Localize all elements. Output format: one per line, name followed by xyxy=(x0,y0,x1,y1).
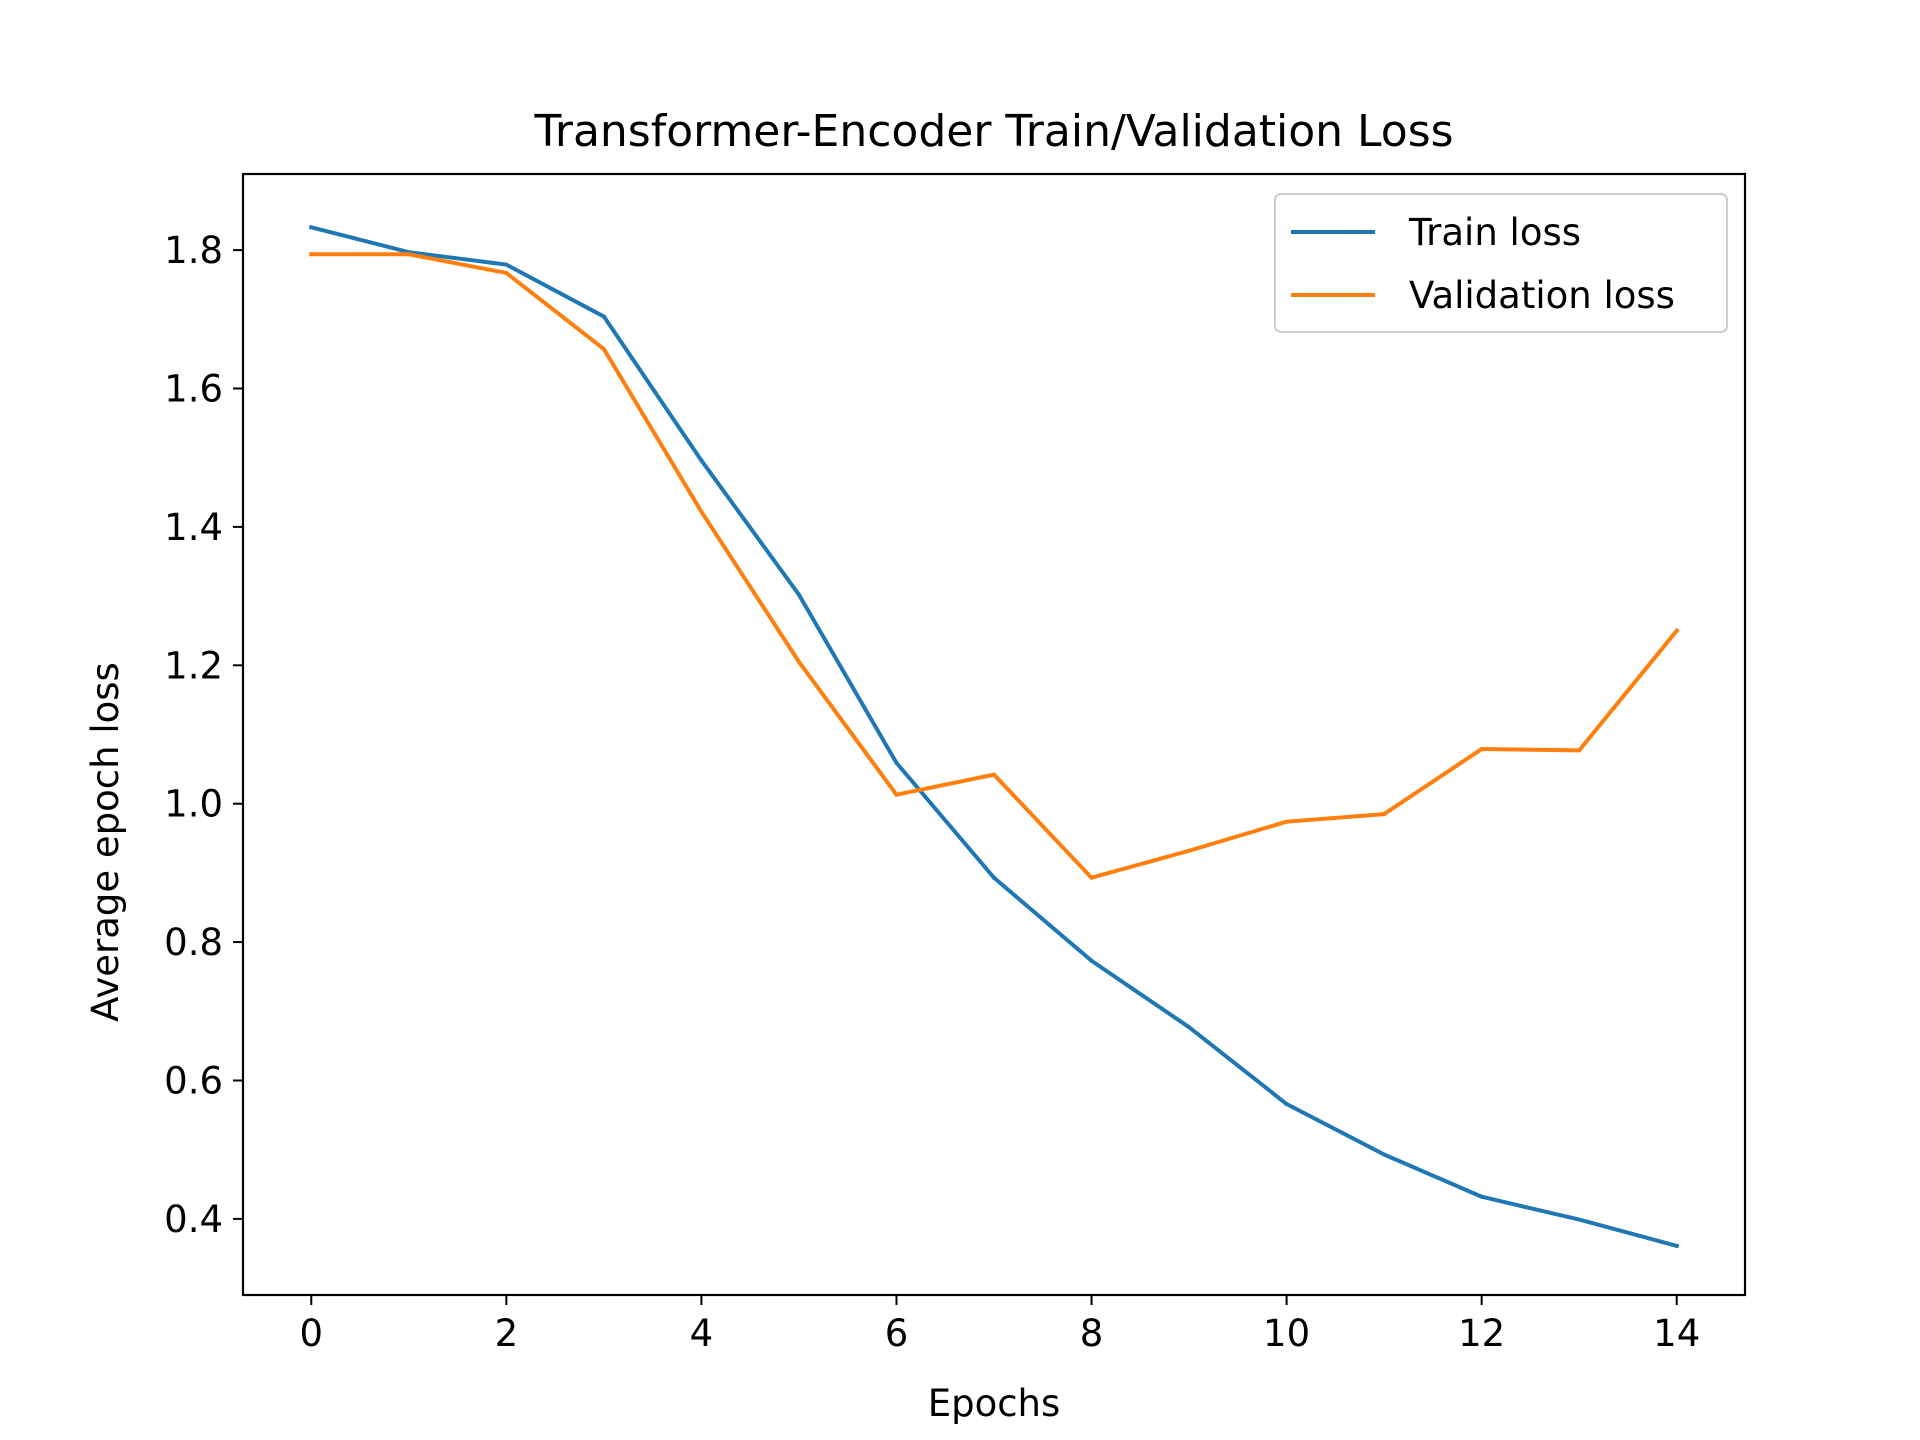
y-tick-label: 1.6 xyxy=(164,368,223,411)
x-tick-label: 4 xyxy=(690,1312,714,1355)
data-point-validation-loss xyxy=(1577,748,1582,753)
y-tick-label: 0.6 xyxy=(164,1059,223,1102)
x-tick-label: 2 xyxy=(495,1312,519,1355)
axes-frame xyxy=(241,172,1747,1297)
x-tick-label: 10 xyxy=(1263,1312,1310,1355)
data-point-train-loss xyxy=(1089,958,1094,963)
plot-area xyxy=(241,172,1747,1297)
x-tick-label: 8 xyxy=(1080,1312,1104,1355)
legend-label-validation-loss: Validation loss xyxy=(1409,274,1675,317)
data-point-validation-loss xyxy=(796,659,801,664)
x-axis: 0 2 4 6 8 10 12 14 xyxy=(299,1295,1700,1355)
data-point-train-loss xyxy=(796,592,801,597)
x-tick-label: 12 xyxy=(1458,1312,1505,1355)
data-point-validation-loss xyxy=(1674,628,1679,633)
legend-label-train-loss: Train loss xyxy=(1408,211,1581,254)
data-point-train-loss xyxy=(894,760,899,765)
data-point-train-loss xyxy=(992,875,996,880)
data-point-train-loss xyxy=(699,458,704,463)
data-point-validation-loss xyxy=(699,509,704,514)
data-point-validation-loss xyxy=(1089,875,1094,880)
y-axis-label: Average epoch loss xyxy=(84,662,127,1022)
y-tick-label: 0.4 xyxy=(164,1198,223,1241)
legend: Train loss Validation loss xyxy=(1274,193,1728,333)
data-point-validation-loss xyxy=(894,792,899,797)
data-point-train-loss xyxy=(1577,1217,1582,1222)
data-point-validation-loss xyxy=(1284,819,1289,824)
data-point-validation-loss xyxy=(992,772,996,777)
data-point-train-loss xyxy=(1479,1194,1484,1199)
data-point-validation-loss xyxy=(1187,848,1192,853)
data-point-train-loss xyxy=(309,225,314,230)
data-point-validation-loss xyxy=(406,252,411,257)
data-point-validation-loss xyxy=(309,252,314,257)
data-point-validation-loss xyxy=(1479,747,1484,752)
x-axis-label: Epochs xyxy=(928,1382,1061,1425)
data-point-validation-loss xyxy=(601,347,606,352)
y-tick-label: 1.0 xyxy=(164,783,223,826)
data-point-validation-loss xyxy=(1382,812,1387,817)
data-point-train-loss xyxy=(601,314,606,319)
legend-box xyxy=(1274,193,1728,333)
y-tick-label: 1.8 xyxy=(164,229,223,272)
data-point-train-loss xyxy=(1187,1025,1192,1030)
y-tick-label: 1.4 xyxy=(164,506,223,549)
y-tick-label: 0.8 xyxy=(164,921,223,964)
x-tick-label: 0 xyxy=(299,1312,323,1355)
y-tick-label: 1.2 xyxy=(164,644,223,687)
data-point-train-loss xyxy=(504,262,509,267)
chart-title: Transformer-Encoder Train/Validation Los… xyxy=(533,106,1453,157)
data-point-train-loss xyxy=(1382,1152,1387,1157)
data-point-train-loss xyxy=(1284,1102,1289,1107)
data-point-validation-loss xyxy=(504,270,509,275)
y-axis: 0.4 0.6 0.8 1.0 1.2 1.4 1.6 1.8 xyxy=(164,229,243,1241)
x-tick-label: 6 xyxy=(885,1312,909,1355)
data-point-train-loss xyxy=(1674,1243,1679,1248)
x-tick-label: 14 xyxy=(1653,1312,1700,1355)
